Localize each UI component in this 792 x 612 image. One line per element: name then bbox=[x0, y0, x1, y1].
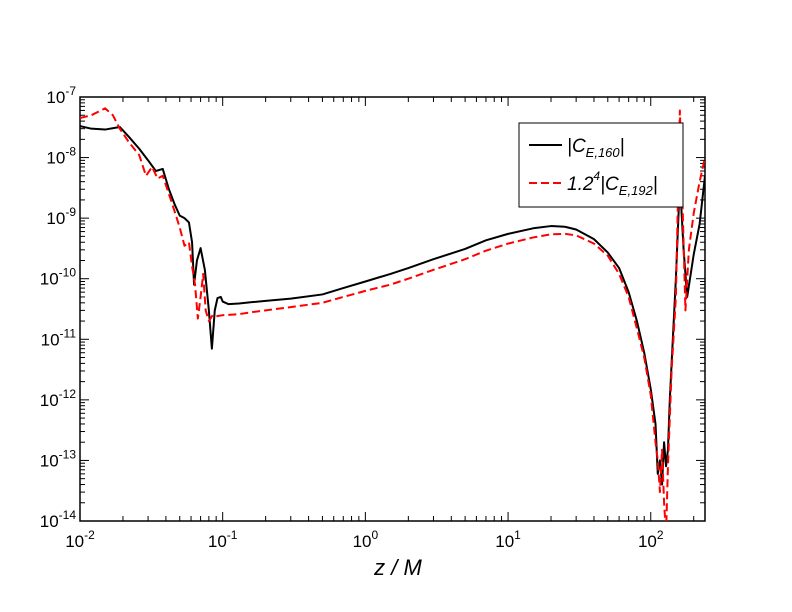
axis-ticks bbox=[79, 96, 705, 522]
x-tick-label: 100 bbox=[353, 528, 379, 551]
y-tick-label: 10-11 bbox=[41, 326, 77, 349]
x-tick-label: 10-2 bbox=[65, 528, 95, 551]
legend-box bbox=[518, 122, 684, 208]
y-tick-label: 10-13 bbox=[40, 447, 77, 470]
y-tick-label: 10-12 bbox=[40, 387, 77, 410]
x-tick-label: 101 bbox=[495, 528, 521, 551]
y-tick-label: 10-7 bbox=[46, 84, 76, 107]
legend-label: |CE,160| bbox=[567, 136, 625, 160]
x-tick-label: 10-1 bbox=[208, 528, 238, 551]
axis-tick-labels: 10-2 10-1 100 101 102 10-7 10-8 10-9 10-10 10-11 1… bbox=[40, 84, 664, 551]
x-tick-label: 102 bbox=[638, 528, 664, 551]
legend: |CE,160| 1.24|CE,192| bbox=[518, 122, 684, 208]
y-tick-label: 10-14 bbox=[40, 508, 77, 531]
y-tick-label: 10-9 bbox=[46, 205, 76, 228]
y-tick-label: 10-10 bbox=[40, 266, 77, 289]
legend-label: 1.24|CE,192| bbox=[567, 169, 658, 198]
y-tick-label: 10-8 bbox=[46, 145, 76, 168]
series-layer bbox=[80, 107, 705, 521]
x-axis-title: z / M bbox=[373, 555, 422, 580]
series-line-1 bbox=[80, 125, 705, 486]
